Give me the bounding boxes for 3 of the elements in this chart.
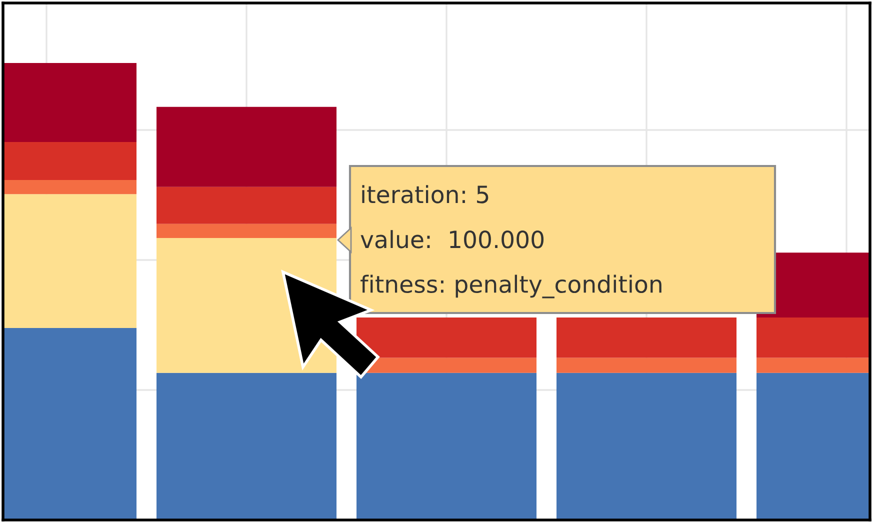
annotation: value: 100.000 — [360, 230, 544, 248]
annotation: fitness: penalty_condition — [360, 274, 662, 298]
annotation: iteration: 5 — [362, 185, 488, 204]
